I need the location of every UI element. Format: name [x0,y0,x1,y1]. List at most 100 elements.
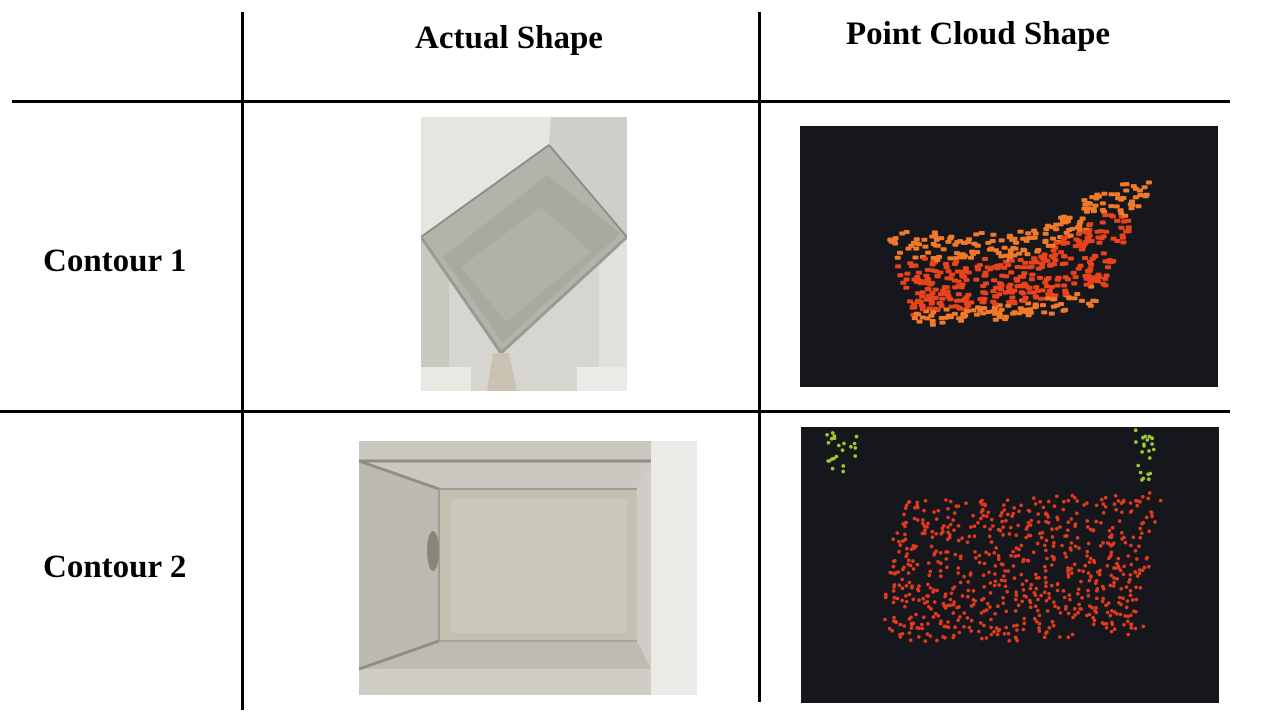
point-cloud-point [998,238,1005,243]
point-cloud-point [996,527,1001,532]
point-cloud-noise-point [826,441,831,445]
point-cloud-point [1105,564,1110,568]
point-cloud-point [1021,627,1026,632]
point-cloud-point [1021,588,1026,592]
point-cloud-point [1025,524,1030,529]
point-cloud-point [898,622,903,627]
header-actual-shape: Actual Shape [415,20,603,56]
point-cloud-point [1073,613,1077,617]
point-cloud-point [1058,635,1062,639]
point-cloud-point [1135,557,1139,561]
point-cloud-noise-point [1147,434,1152,439]
point-cloud-point [979,611,984,615]
point-cloud-point [1128,593,1133,598]
point-cloud-point [1024,535,1028,540]
point-cloud-point [1036,512,1040,516]
point-cloud-point [959,274,966,279]
point-cloud-point [1069,541,1074,545]
point-cloud-point [1085,201,1092,205]
point-cloud-point [932,588,936,592]
point-cloud-point [972,524,977,528]
point-cloud-point [883,617,887,622]
point-cloud-point [903,537,908,542]
point-cloud-point [1092,622,1096,627]
point-cloud-point [897,549,901,554]
point-cloud-point [1085,237,1092,242]
point-cloud-point [991,278,998,283]
point-cloud-point [940,288,947,293]
point-cloud-point [948,499,953,504]
point-cloud-point [1134,597,1139,602]
point-cloud-point [1117,519,1122,523]
point-cloud-point [902,624,907,628]
point-cloud-point [917,299,924,304]
point-cloud-point [1125,599,1130,603]
point-cloud-point [922,615,926,619]
point-cloud-point [1128,510,1133,514]
point-cloud-point [911,621,916,626]
point-cloud-point [1081,198,1088,203]
point-cloud-point [1059,262,1066,266]
point-cloud-point [956,566,961,570]
point-cloud-point [1043,277,1050,282]
point-cloud-point [938,551,943,555]
point-cloud-point [1087,578,1092,583]
point-cloud-point [1115,196,1122,201]
point-cloud-point [1044,284,1050,289]
point-cloud-point [988,581,993,585]
point-cloud-point [895,596,900,601]
point-cloud-point [1068,597,1072,602]
point-cloud-point [1085,554,1089,558]
point-cloud-point [1009,525,1013,530]
point-cloud-point [984,265,991,270]
point-cloud-point [1005,284,1012,289]
point-cloud-point [942,524,946,528]
point-cloud-point [1012,624,1016,628]
point-cloud-point [1068,546,1073,550]
point-cloud-point [979,510,984,514]
point-cloud-point [905,546,909,551]
point-cloud-point [1140,568,1145,573]
point-cloud-point [1101,502,1106,506]
point-cloud-point [929,262,936,267]
point-cloud-point [1027,307,1034,312]
point-cloud-point [947,297,954,302]
point-cloud-point [913,246,920,251]
point-cloud-point [949,591,954,596]
point-cloud-point [926,582,930,587]
point-cloud-noise-point [1150,436,1154,441]
point-cloud-point [967,625,972,630]
horizontal-divider-1 [12,100,1230,103]
point-cloud-point [928,634,933,638]
point-cloud-point [1033,502,1038,506]
point-cloud-point [1066,520,1071,524]
point-cloud-point [1035,248,1042,252]
point-cloud-point [1110,543,1115,547]
point-cloud-point [1028,600,1033,605]
point-cloud-point [1120,531,1124,535]
point-cloud-point [993,564,998,568]
point-cloud-point [1085,206,1092,211]
point-cloud-point [923,499,928,503]
point-cloud-point [946,620,950,624]
point-cloud-point [1014,546,1019,550]
point-cloud-point [903,277,910,282]
point-cloud-point [939,619,943,623]
point-cloud-point [1100,599,1105,604]
point-cloud-point [981,306,988,311]
point-cloud-point [934,532,938,536]
point-cloud-point [1145,180,1152,185]
point-cloud-point [919,315,926,320]
point-cloud-point [925,600,930,604]
point-cloud-point [992,583,997,588]
point-cloud-point [1124,605,1129,610]
point-cloud-point [1013,240,1020,245]
point-cloud-point [1123,188,1130,193]
point-cloud-point [977,553,982,558]
point-cloud-point [1016,603,1021,607]
point-cloud-point [1106,258,1113,263]
point-cloud-point [1046,288,1053,293]
point-cloud-point [1109,573,1114,578]
point-cloud-point [993,572,997,576]
point-cloud-point [953,256,959,261]
